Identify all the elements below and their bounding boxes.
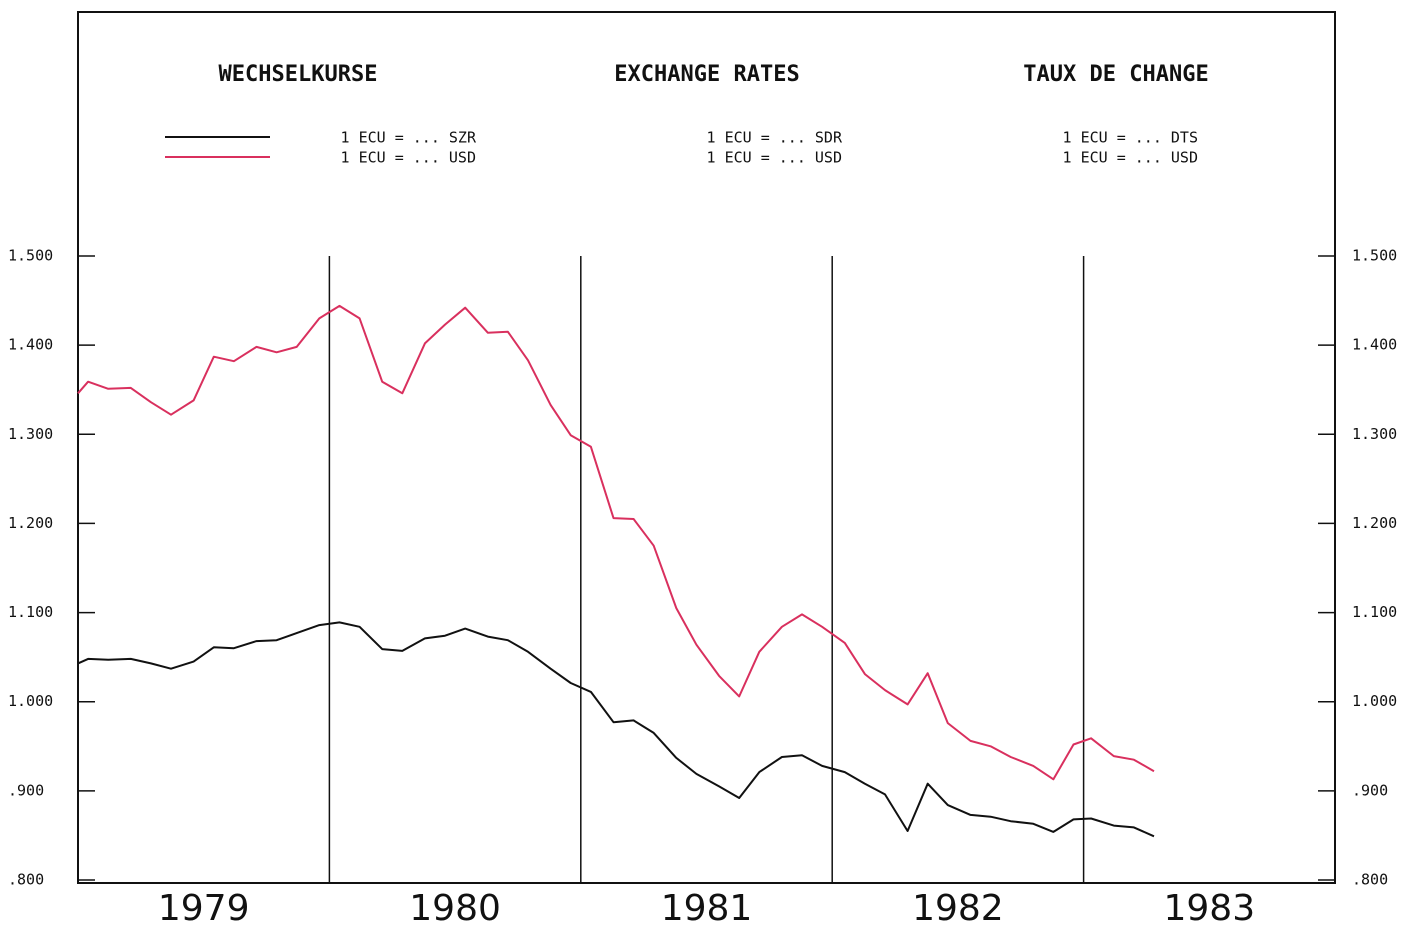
y2-tick-label: 1.200: [1352, 514, 1397, 532]
chart-title: TAUX DE CHANGE: [1023, 62, 1208, 87]
y-tick-label: 1.000: [8, 692, 53, 710]
legend-label: 1 ECU = ... USD: [707, 149, 842, 167]
x-tick-label: 1981: [661, 888, 753, 928]
y-tick-label: .800: [8, 871, 44, 889]
y2-tick-label: 1.300: [1352, 425, 1397, 443]
y2-tick-label: 1.000: [1352, 692, 1397, 710]
y2-tick-label: 1.100: [1352, 603, 1397, 621]
y-tick-label: .900: [8, 781, 44, 799]
plot-frame: [77, 11, 1336, 884]
y-tick-label: 1.200: [8, 514, 53, 532]
y-tick-label: 1.300: [8, 425, 53, 443]
series-line: [77, 621, 1155, 838]
y-tick-label: 1.500: [8, 247, 53, 265]
x-tick-label: 1983: [1163, 888, 1255, 928]
chart-title: EXCHANGE RATES: [614, 62, 799, 87]
chart-title: WECHSELKURSE: [219, 62, 378, 87]
legend-label: 1 ECU = ... SZR: [341, 129, 477, 147]
legend-label: 1 ECU = ... SDR: [707, 129, 843, 147]
y-tick-label: 1.100: [8, 603, 53, 621]
x-tick-label: 1982: [912, 888, 1004, 928]
y-tick-label: 1.400: [8, 336, 53, 354]
x-tick-label: 1980: [409, 888, 501, 928]
legend-label: 1 ECU = ... USD: [1063, 149, 1198, 167]
y2-tick-label: 1.400: [1352, 336, 1397, 354]
series-line: [77, 304, 1155, 781]
x-tick-label: 1979: [158, 888, 250, 928]
legend-label: 1 ECU = ... DTS: [1063, 129, 1198, 147]
y2-tick-label: .900: [1352, 781, 1388, 799]
y2-tick-label: .800: [1352, 871, 1388, 889]
legend-label: 1 ECU = ... USD: [341, 149, 476, 167]
y2-tick-label: 1.500: [1352, 247, 1397, 265]
